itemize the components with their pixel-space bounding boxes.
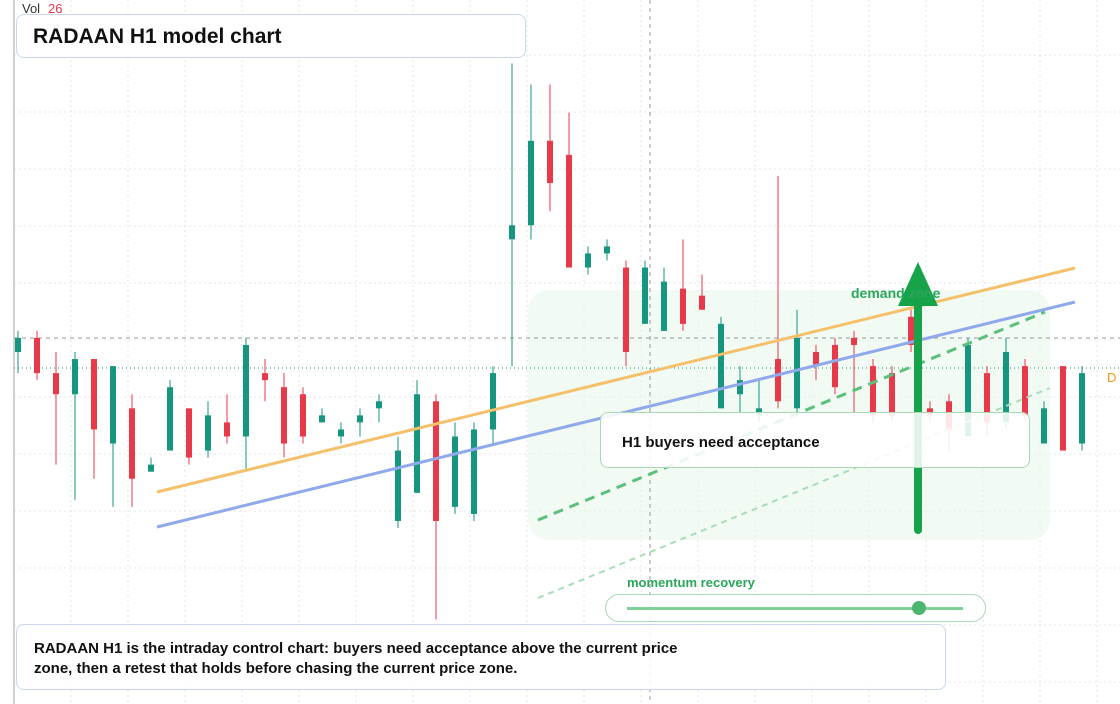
candle-body — [623, 267, 629, 352]
candle-body — [908, 316, 914, 345]
candle-body — [604, 246, 610, 254]
candle-body — [794, 337, 800, 409]
candle-body — [832, 344, 838, 388]
candle-body — [547, 140, 553, 184]
candle-body — [433, 401, 439, 521]
candle-body — [566, 154, 572, 268]
candle-body — [72, 359, 78, 395]
candles — [15, 63, 1085, 620]
candle-body — [718, 323, 724, 409]
candle-body — [34, 337, 40, 374]
candle-body — [851, 337, 857, 345]
candle-body — [528, 140, 534, 226]
candle-body — [110, 366, 116, 444]
candle-body — [91, 359, 97, 430]
candle-body — [357, 415, 363, 423]
candle-body — [395, 450, 401, 521]
candle-body — [699, 295, 705, 310]
candle-body — [205, 415, 211, 451]
candle-body — [1079, 373, 1085, 444]
chart-title: RADAAN H1 model chart — [33, 25, 282, 48]
candle-body — [262, 373, 268, 381]
slider[interactable] — [605, 594, 986, 622]
annotation: H1 buyers need acceptance — [622, 434, 820, 451]
title-box: RADAAN H1 model chart — [16, 14, 526, 58]
candle-body — [414, 394, 420, 493]
price-tag: D — [1107, 370, 1116, 385]
candle-body — [15, 337, 21, 352]
candle-body — [927, 408, 933, 416]
candle-body — [737, 380, 743, 395]
candle-body — [243, 344, 249, 437]
candle-body — [680, 288, 686, 324]
candle-body — [376, 401, 382, 409]
candle-body — [300, 394, 306, 437]
candle-body — [452, 436, 458, 507]
candle-body — [775, 359, 781, 402]
candle-body — [813, 352, 819, 367]
description-box: RADAAN H1 is the intraday control chart:… — [16, 624, 946, 690]
candle-body — [186, 408, 192, 458]
slider-knob[interactable] — [912, 601, 926, 615]
candle-body — [1041, 408, 1047, 444]
candle-body — [1022, 366, 1028, 416]
candle-body — [471, 429, 477, 514]
candle-body — [53, 373, 59, 395]
candle-body — [148, 464, 154, 472]
candle-body — [129, 408, 135, 479]
candle-body — [338, 429, 344, 437]
candle-body — [661, 281, 667, 331]
candle-body — [167, 387, 173, 451]
annotation-box: H1 buyers need acceptance — [600, 412, 1030, 468]
candle-body — [642, 267, 648, 324]
candle-body — [984, 373, 990, 423]
candle-body — [756, 408, 762, 416]
candle-body — [965, 344, 971, 437]
volume-value: 26 — [48, 1, 62, 16]
candle-body — [585, 253, 591, 268]
candle-body — [319, 415, 325, 423]
candle-body — [1003, 352, 1009, 423]
annotation: momentum recovery — [627, 575, 755, 590]
candle-body — [870, 366, 876, 416]
annotation: demand zone — [851, 285, 941, 301]
candle-body — [224, 422, 230, 437]
arrow-head — [898, 262, 938, 306]
candle-body — [281, 387, 287, 444]
dashed-trend — [537, 387, 1051, 599]
candle-body — [509, 225, 515, 240]
volume-label: Vol — [22, 1, 40, 16]
candle-body — [490, 373, 496, 430]
candle-body — [1060, 366, 1066, 451]
slider-track — [627, 607, 963, 610]
candle-body — [889, 373, 895, 416]
description: RADAAN H1 is the intraday control chart:… — [34, 640, 678, 677]
